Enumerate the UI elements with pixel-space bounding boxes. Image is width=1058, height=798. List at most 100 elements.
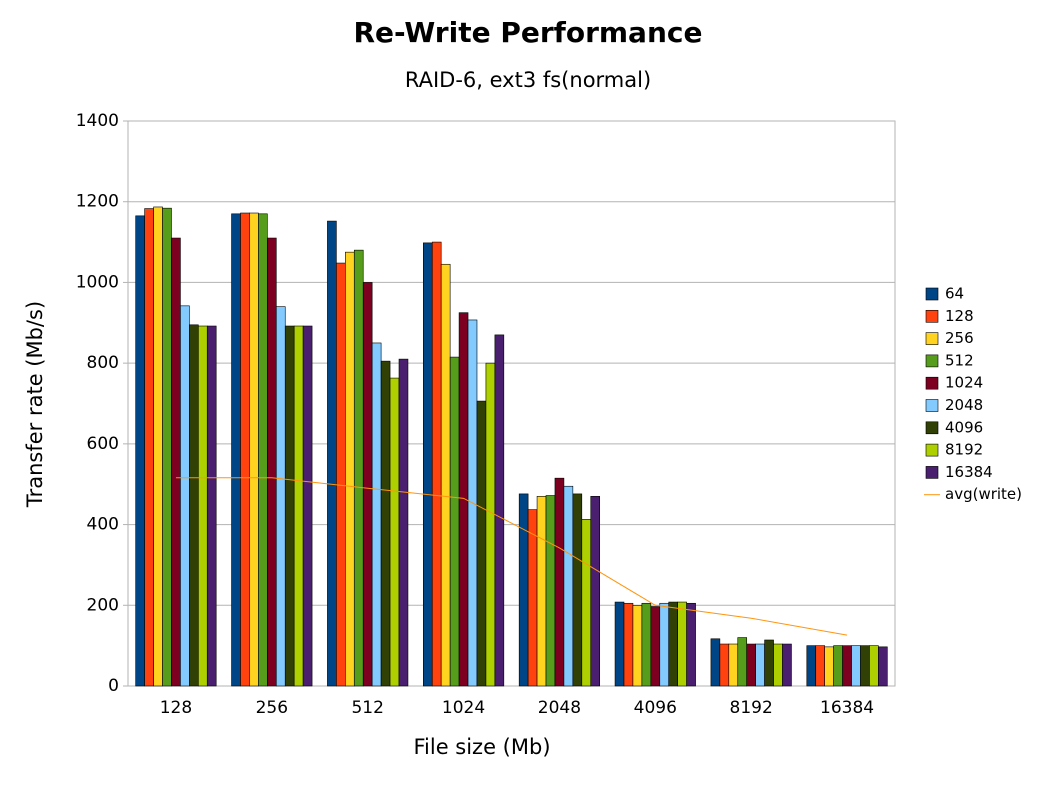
bar <box>755 643 765 687</box>
bar <box>623 602 634 687</box>
bar <box>572 493 583 687</box>
legend-swatch <box>925 376 939 390</box>
bar <box>476 400 487 687</box>
bar <box>135 215 145 687</box>
x-axis-label: File size (Mb) <box>413 735 550 759</box>
bar <box>842 645 852 687</box>
x-tick-label: 4096 <box>634 698 677 718</box>
x-tick-label: 256 <box>256 698 288 718</box>
bar <box>275 306 286 687</box>
bar <box>431 241 442 687</box>
y-axis-label: Transfer rate (Mb/s) <box>23 301 47 508</box>
y-tick-label: 400 <box>87 515 119 535</box>
bar <box>345 251 355 687</box>
bar <box>719 643 730 687</box>
bar <box>198 325 208 687</box>
legend-swatch <box>925 309 939 323</box>
bar <box>485 362 496 687</box>
bar <box>815 645 825 687</box>
bar <box>189 324 199 687</box>
legend-label: 4096 <box>945 418 983 436</box>
legend-swatch <box>925 466 939 479</box>
legend-swatch <box>925 287 939 301</box>
legend-label: 64 <box>945 285 964 303</box>
bar <box>144 208 154 687</box>
legend-swatch <box>925 443 939 457</box>
bar <box>641 602 652 687</box>
bar <box>389 377 400 687</box>
bar <box>851 645 861 687</box>
bar <box>458 312 469 687</box>
y-tick-label: 0 <box>108 676 119 696</box>
bar <box>518 493 529 687</box>
legend-label: 512 <box>945 351 974 369</box>
x-tick-label: 512 <box>351 698 383 718</box>
bar <box>449 356 460 687</box>
bar <box>782 643 792 687</box>
bar <box>153 206 163 687</box>
legend-label: 16384 <box>945 463 993 481</box>
bar <box>590 496 601 687</box>
legend-label: 1024 <box>945 374 983 392</box>
bar <box>773 643 783 687</box>
legend-swatch <box>925 332 939 345</box>
y-tick-label: 1400 <box>76 111 119 131</box>
bar <box>267 237 277 687</box>
bar <box>240 212 250 687</box>
bar <box>614 601 625 687</box>
bar <box>806 645 817 687</box>
chart-subtitle: RAID-6, ext3 fs(normal) <box>405 68 651 92</box>
bar <box>677 601 687 687</box>
legend-label: 2048 <box>945 396 983 414</box>
bar <box>545 495 556 687</box>
bar <box>327 220 337 687</box>
legend-label: 256 <box>945 329 974 347</box>
y-tick-label: 800 <box>87 353 119 373</box>
bar <box>878 646 888 687</box>
bar <box>824 646 834 687</box>
bar <box>380 360 391 687</box>
bar <box>440 263 451 687</box>
chart-title: Re-Write Performance <box>354 16 703 49</box>
bar <box>422 242 433 687</box>
bar <box>686 602 696 687</box>
bar <box>860 645 870 687</box>
bar <box>536 496 547 687</box>
line <box>175 477 848 636</box>
x-tick-label: 2048 <box>538 698 581 718</box>
y-tick-label: 200 <box>87 595 119 615</box>
bar <box>284 325 295 687</box>
bar <box>371 342 382 687</box>
bar <box>180 305 190 687</box>
bar <box>833 645 843 687</box>
y-tick-label: 1000 <box>76 272 119 292</box>
bar <box>293 325 304 687</box>
bar <box>353 249 364 687</box>
bar <box>563 485 574 687</box>
x-tick-label: 1024 <box>442 698 485 718</box>
bar <box>494 334 505 687</box>
bar <box>668 601 678 687</box>
legend-swatch <box>925 399 939 412</box>
legend-swatch <box>925 421 939 435</box>
legend-swatch <box>925 354 939 368</box>
bar <box>554 477 565 687</box>
bar <box>746 643 756 687</box>
y-tick-label: 600 <box>87 434 119 454</box>
legend-label: 128 <box>945 307 974 325</box>
bar <box>632 604 643 687</box>
bar <box>737 637 748 687</box>
bar <box>710 638 721 687</box>
x-tick-label: 16384 <box>820 698 874 718</box>
bar <box>764 639 774 687</box>
bar <box>171 237 181 687</box>
bar <box>258 213 268 687</box>
bar <box>249 212 259 687</box>
bar <box>659 602 670 687</box>
bar <box>869 645 879 687</box>
bar <box>581 519 592 687</box>
bar <box>728 643 739 687</box>
x-tick-label: 8192 <box>730 698 773 718</box>
x-tick-label: 128 <box>160 698 192 718</box>
